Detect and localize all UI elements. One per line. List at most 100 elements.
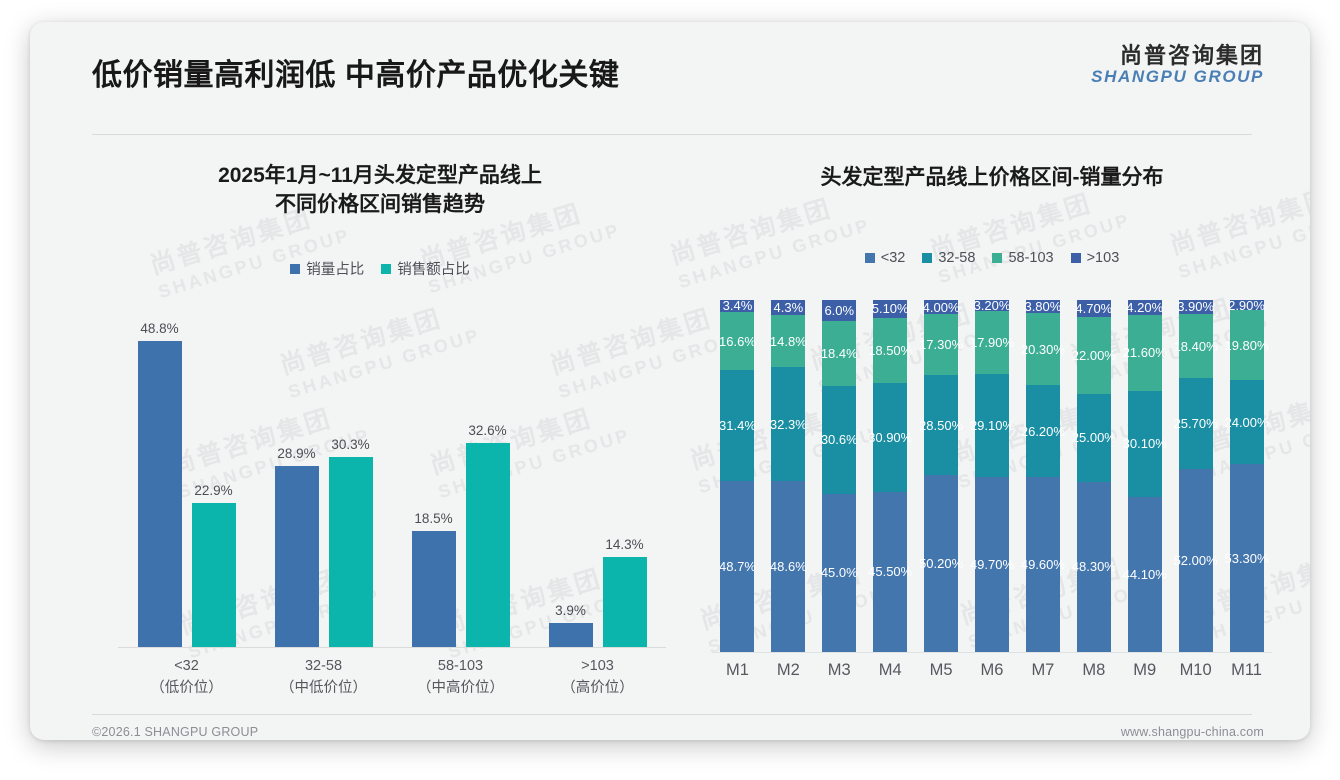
- bar-group: 28.9% 30.3%: [264, 302, 384, 647]
- stack-segment-label: 18.40%: [1173, 338, 1218, 354]
- stack-segment[interactable]: 4.20%: [1126, 300, 1163, 315]
- bar-rect[interactable]: [602, 557, 647, 647]
- stack-segment[interactable]: 14.8%: [770, 315, 807, 368]
- bar-value-label: 3.9%: [555, 602, 586, 618]
- bar-value-label: 14.3%: [605, 537, 644, 553]
- stack-segment-label: 44.10%: [1122, 566, 1167, 582]
- stack-segment[interactable]: 28.50%: [919, 374, 963, 476]
- stacked-bar-column[interactable]: 2.90% 19.80% 24.00% 53.30%: [1224, 298, 1269, 652]
- stack-segment-label: 48.30%: [1071, 559, 1116, 575]
- bar-rect[interactable]: [137, 340, 182, 647]
- stack-segment[interactable]: 30.10%: [1123, 390, 1167, 497]
- stack-segment[interactable]: 48.7%: [719, 480, 756, 652]
- bar-column[interactable]: 48.8%: [137, 302, 182, 647]
- bar-rect[interactable]: [411, 530, 456, 647]
- stack-segment[interactable]: 3.80%: [1024, 299, 1061, 314]
- stack-segment[interactable]: 6.0%: [822, 300, 857, 322]
- stacked-bar-column[interactable]: 4.70% 22.00% 25.00% 48.30%: [1072, 300, 1116, 652]
- brand-logo: 尚普咨询集团 SHANGPU GROUP: [1091, 44, 1264, 86]
- legend-swatch-icon: [381, 263, 392, 274]
- bar-rect[interactable]: [274, 465, 319, 647]
- bar-column[interactable]: 22.9%: [191, 302, 236, 647]
- x-tick-label: 32-58 （中低价位）: [264, 656, 384, 700]
- stack-segment-label: 45.50%: [868, 564, 913, 580]
- stack-segment[interactable]: 24.00%: [1224, 379, 1269, 465]
- stack-segment[interactable]: 3.90%: [1177, 299, 1214, 314]
- stack-segment[interactable]: 49.60%: [1021, 477, 1065, 652]
- stack-segment[interactable]: 52.00%: [1174, 468, 1218, 652]
- stack-segment[interactable]: 45.50%: [868, 491, 912, 652]
- stacked-bar-column[interactable]: 4.00% 17.30% 28.50% 50.20%: [919, 300, 963, 652]
- bar-column[interactable]: 18.5%: [411, 302, 456, 647]
- stack-segment[interactable]: 25.00%: [1072, 393, 1116, 482]
- stack-segment-label: 48.7%: [719, 558, 756, 574]
- legend-item[interactable]: 销售额占比: [381, 258, 470, 279]
- x-tick-label: M9: [1133, 661, 1157, 679]
- stack-segment-label: 29.10%: [969, 418, 1015, 434]
- bar-column[interactable]: 3.9%: [548, 302, 593, 647]
- stack-segment[interactable]: 50.20%: [919, 475, 963, 652]
- stack-segment[interactable]: 25.70%: [1174, 378, 1218, 469]
- stack-segment[interactable]: 18.40%: [1174, 313, 1218, 379]
- stack-segment[interactable]: 16.6%: [719, 311, 756, 371]
- stack-segment[interactable]: 19.80%: [1224, 310, 1269, 380]
- stacked-bar-column[interactable]: 6.0% 18.4% 30.6% 45.0%: [821, 300, 858, 652]
- bar-rect[interactable]: [328, 456, 373, 647]
- stack-segment[interactable]: 17.30%: [919, 314, 963, 375]
- stack-segment[interactable]: 48.30%: [1072, 481, 1116, 652]
- stack-segment[interactable]: 45.0%: [821, 493, 858, 652]
- bar-rect[interactable]: [548, 622, 593, 647]
- stack-segment[interactable]: 4.00%: [923, 300, 960, 315]
- stack-segment[interactable]: 20.30%: [1021, 313, 1065, 385]
- stack-segment-label: 3.20%: [973, 298, 1011, 314]
- stacked-bar-column[interactable]: 4.20% 21.60% 30.10% 44.10%: [1123, 300, 1167, 652]
- stacked-bar-column[interactable]: 3.20% 17.90% 29.10% 49.70%: [970, 298, 1014, 652]
- bar-column[interactable]: 32.6%: [465, 302, 510, 647]
- bar-column[interactable]: 28.9%: [274, 302, 319, 647]
- stack-segment[interactable]: 30.90%: [868, 383, 912, 492]
- stack-segment[interactable]: 26.20%: [1021, 384, 1065, 478]
- legend-item[interactable]: 销量占比: [290, 258, 364, 279]
- legend-item[interactable]: <32: [864, 250, 905, 266]
- bar-column[interactable]: 30.3%: [328, 302, 373, 647]
- stack-segment[interactable]: 4.3%: [771, 300, 806, 316]
- chart-title-right: 头发定型产品线上价格区间-销量分布: [820, 166, 1164, 189]
- bar-rect[interactable]: [465, 442, 510, 647]
- bar-value-label: 18.5%: [414, 510, 453, 526]
- stack-segment[interactable]: 22.00%: [1072, 316, 1116, 394]
- stack-segment[interactable]: 21.60%: [1123, 314, 1167, 391]
- stack-segment[interactable]: 44.10%: [1123, 496, 1167, 652]
- grouped-bar-plot-area: 48.8% 22.9% 28.9% 30.3% 18.5% 32.6% 3.9% 14.3%: [118, 302, 666, 647]
- bar-column[interactable]: 14.3%: [602, 302, 647, 647]
- stacked-bar-column[interactable]: 3.80% 20.30% 26.20% 49.60%: [1021, 299, 1065, 652]
- stack-segment[interactable]: 17.90%: [970, 311, 1014, 375]
- stack-segment[interactable]: 18.4%: [821, 321, 858, 386]
- stack-segment[interactable]: 3.20%: [973, 298, 1011, 314]
- legend-swatch-icon: [1070, 253, 1081, 263]
- stack-segment-label: 24.00%: [1224, 414, 1269, 430]
- legend-item[interactable]: 32-58: [922, 250, 975, 266]
- stack-segment[interactable]: 32.3%: [770, 367, 807, 481]
- stack-segment[interactable]: 30.6%: [821, 385, 858, 494]
- stack-segment[interactable]: 53.30%: [1224, 464, 1269, 652]
- legend-item[interactable]: >103: [1070, 250, 1119, 266]
- grouped-x-axis-labels: <32 （低价位） 32-58 （中低价位） 58-103 （中高价位） >103 （高价位）: [118, 656, 666, 716]
- stack-segment[interactable]: 3.4%: [720, 298, 755, 313]
- stack-segment[interactable]: 2.90%: [1228, 298, 1265, 313]
- stack-segment[interactable]: 18.50%: [868, 317, 912, 384]
- chart-legend-right: <32 32-58 58-103 >103: [692, 250, 1292, 266]
- stack-segment[interactable]: 49.70%: [970, 476, 1014, 652]
- stacked-bar-column[interactable]: 5.10% 18.50% 30.90% 45.50%: [868, 300, 912, 652]
- bar-value-label: 32.6%: [468, 422, 507, 438]
- stacked-bar-column[interactable]: 3.90% 18.40% 25.70% 52.00%: [1174, 299, 1218, 652]
- bar-rect[interactable]: [191, 503, 236, 647]
- stacked-bar-column[interactable]: 4.3% 14.8% 32.3% 48.6%: [770, 300, 807, 652]
- stack-segment[interactable]: 5.10%: [872, 300, 909, 318]
- bar-group: 3.9% 14.3%: [538, 302, 658, 647]
- stacked-bar-column[interactable]: 3.4% 16.6% 31.4% 48.7%: [719, 298, 756, 652]
- stack-segment[interactable]: 31.4%: [719, 370, 756, 481]
- stack-segment[interactable]: 29.10%: [970, 374, 1014, 477]
- legend-item[interactable]: 58-103: [992, 250, 1054, 266]
- stack-segment[interactable]: 48.6%: [770, 480, 807, 652]
- stack-segment[interactable]: 4.70%: [1075, 300, 1112, 317]
